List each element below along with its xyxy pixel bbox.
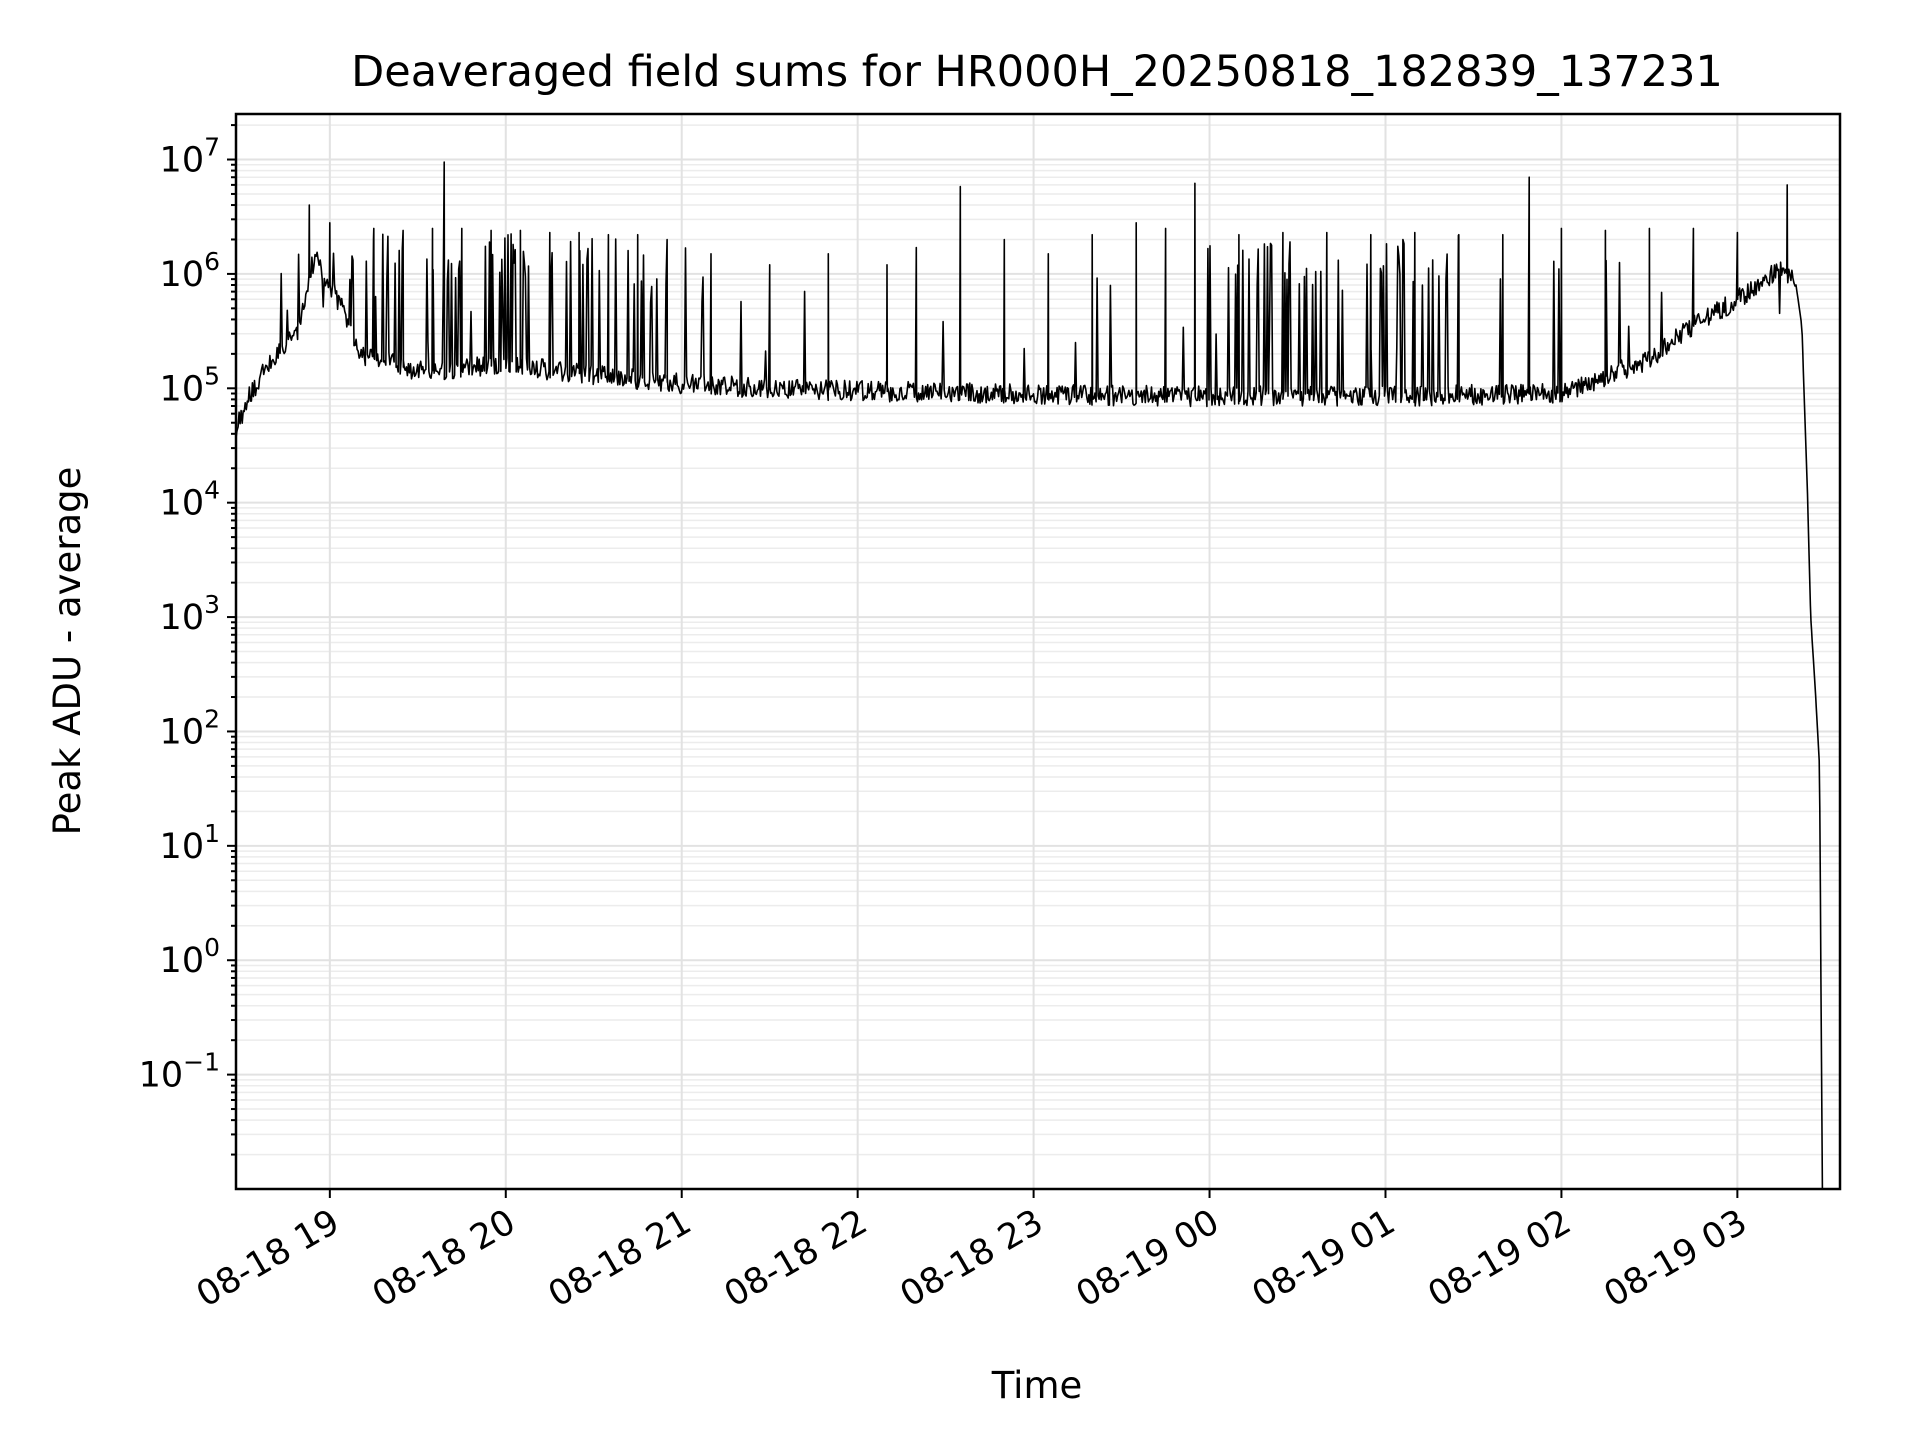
x-tick-label: 08-18 23 <box>894 1202 1050 1315</box>
y-axis-ticks: 10−1 100 101 102 103 104 105 106 107 <box>139 124 236 1156</box>
x-tick-label: 08-19 03 <box>1598 1202 1754 1315</box>
y-axis-label: Peak ADU - average <box>46 467 89 836</box>
y-tick-label: 100 <box>160 933 220 981</box>
chart-title: Deaveraged field sums for HR000H_2025081… <box>351 47 1723 97</box>
plot-frame <box>234 112 1842 1191</box>
x-axis-label: Time <box>991 1364 1083 1407</box>
y-tick-label: 105 <box>160 361 220 409</box>
x-tick-label: 08-19 00 <box>1070 1202 1226 1315</box>
y-tick-label: 10−1 <box>139 1048 220 1096</box>
x-axis-ticks: 08-18 19 08-18 20 08-18 21 08-18 22 08-18 23… <box>190 1189 1754 1315</box>
y-tick-label: 103 <box>160 590 220 638</box>
x-tick-label: 08-19 02 <box>1422 1202 1578 1315</box>
y-tick-label: 106 <box>160 247 220 295</box>
y-tick-label: 104 <box>160 476 220 524</box>
series-line <box>235 161 1824 1190</box>
grid <box>236 114 1840 1189</box>
y-tick-label: 107 <box>160 133 220 181</box>
x-tick-label: 08-18 21 <box>542 1202 698 1315</box>
x-tick-label: 08-18 22 <box>718 1202 874 1315</box>
x-tick-label: 08-18 19 <box>190 1202 346 1315</box>
y-tick-label: 101 <box>160 819 220 867</box>
y-tick-label: 102 <box>160 704 220 752</box>
x-tick-label: 08-18 20 <box>366 1202 522 1315</box>
x-tick-label: 08-19 01 <box>1246 1202 1402 1315</box>
